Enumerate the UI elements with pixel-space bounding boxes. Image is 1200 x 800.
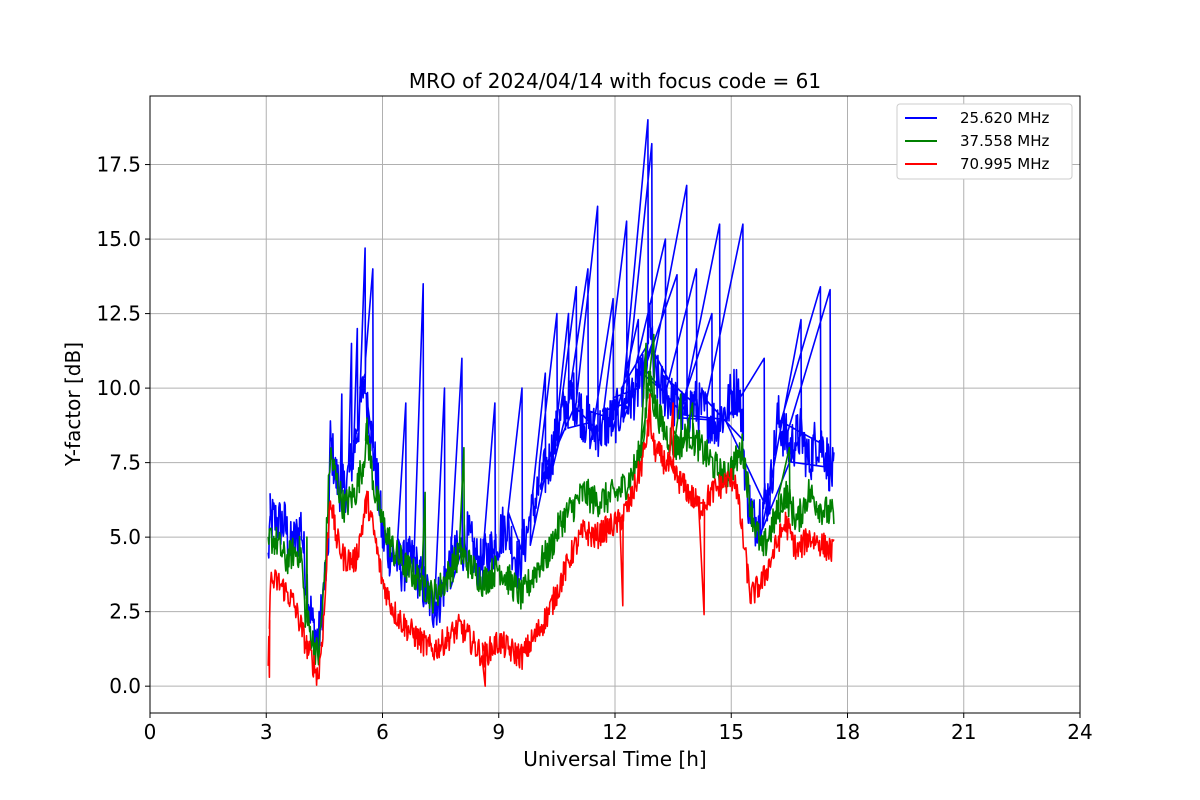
x-axis-label: Universal Time [h]: [523, 747, 706, 771]
y-tick-label: 15.0: [96, 227, 141, 251]
x-tick-label: 0: [144, 720, 157, 744]
series-layer: [267, 119, 835, 687]
series-2: [267, 333, 835, 666]
y-axis: 0.0 2.5 5.0 7.5 10.0 12.5 15.0 17.5: [96, 153, 150, 698]
legend-label-series-2: 37.558 MHz: [960, 132, 1049, 150]
series-line-3: [267, 393, 835, 687]
y-tick-label: 0.0: [109, 674, 141, 698]
series-line-1: [267, 119, 835, 659]
x-tick-label: 12: [602, 720, 627, 744]
chart-title: MRO of 2024/04/14 with focus code = 61: [409, 69, 821, 93]
series-line-2: [267, 333, 835, 666]
x-tick-label: 15: [719, 720, 744, 744]
x-tick-label: 6: [376, 720, 389, 744]
y-tick-label: 7.5: [109, 451, 141, 475]
y-tick-label: 17.5: [96, 153, 141, 177]
y-tick-label: 10.0: [96, 376, 141, 400]
series-3: [267, 393, 835, 687]
y-tick-label: 12.5: [96, 302, 141, 326]
x-tick-label: 3: [260, 720, 273, 744]
x-tick-label: 21: [951, 720, 976, 744]
x-tick-label: 18: [835, 720, 860, 744]
x-tick-label: 24: [1067, 720, 1092, 744]
y-tick-label: 5.0: [109, 525, 141, 549]
x-axis: 0 3 6 9 12 15 18 21 24: [144, 713, 1093, 744]
legend-label-series-1: 25.620 MHz: [960, 109, 1049, 127]
series-1: [267, 119, 835, 659]
legend-box: [896, 103, 1073, 180]
legend: 25.620 MHz 37.558 MHz 70.995 MHz: [896, 103, 1073, 180]
legend-label-series-3: 70.995 MHz: [960, 155, 1049, 173]
x-tick-label: 9: [492, 720, 505, 744]
y-axis-label: Y-factor [dB]: [61, 342, 85, 467]
y-tick-label: 2.5: [109, 600, 141, 624]
